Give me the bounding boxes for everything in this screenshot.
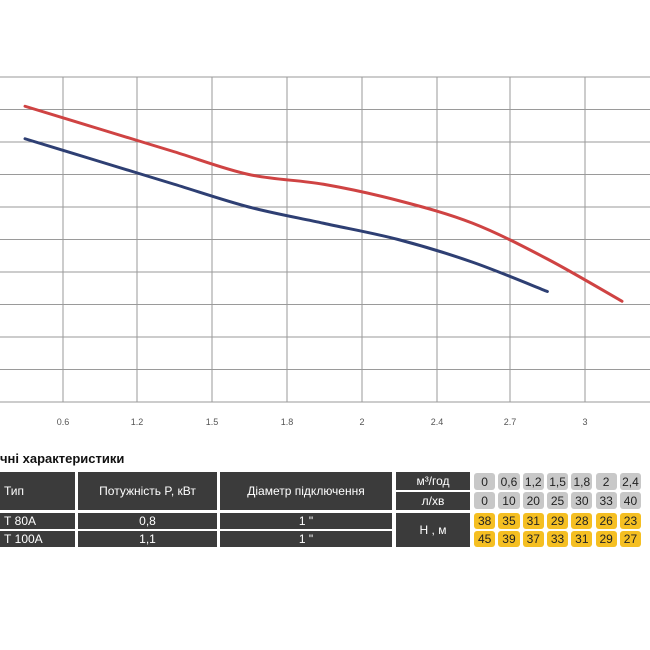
row-2-type: Т 100А — [0, 531, 75, 547]
x-tick-label: 0.6 — [57, 417, 70, 427]
row-2-diameter: 1 " — [220, 531, 392, 547]
row-2-power: 1,1 — [78, 531, 217, 547]
flow-lmin-cell: 33 — [595, 492, 617, 509]
flow-lmin-cell: 30 — [571, 492, 593, 509]
flow-m3h-cell: 1,5 — [546, 473, 569, 490]
head-t100-cell: 39 — [498, 531, 520, 547]
head-t80-cell: 38 — [474, 513, 496, 529]
x-tick-label: 1.5 — [206, 417, 219, 427]
flow-unit-m3h: м³/год — [396, 472, 470, 490]
head-t100-cell: 27 — [619, 531, 642, 547]
head-label: Н , м — [396, 513, 470, 547]
head-t100-cell: 29 — [595, 531, 617, 547]
flow-unit-lmin: л/хв — [396, 492, 470, 510]
header-power: Потужність P, кВт — [78, 472, 217, 510]
x-tick-label: 3 — [582, 417, 587, 427]
chart-curves — [23, 104, 624, 303]
flow-lmin-cell: 0 — [474, 492, 496, 509]
flow-m3h-cell: 1,2 — [522, 473, 544, 490]
flow-m3h-cell: 2,4 — [619, 473, 642, 490]
row-1-power: 0,8 — [78, 513, 217, 529]
performance-chart: 0.6 1.2 1.5 1.8 2 2.4 2.7 3 — [0, 76, 650, 427]
head-t80-cell: 23 — [619, 513, 642, 529]
x-tick-label: 1.2 — [131, 417, 144, 427]
header-diameter: Діаметр підключення — [220, 472, 392, 510]
row-1-type: Т 80А — [0, 513, 75, 529]
x-tick-label: 2 — [359, 417, 364, 427]
flow-m3h-cell: 1,8 — [571, 473, 593, 490]
x-tick-label: 2.4 — [431, 417, 444, 427]
flow-lmin-cell: 25 — [546, 492, 569, 509]
curve-blue — [23, 137, 549, 293]
head-t80-cell: 29 — [546, 513, 569, 529]
head-t80-cell: 35 — [498, 513, 520, 529]
section-title: чні характеристики — [0, 451, 125, 466]
flow-lmin-cell: 40 — [619, 492, 642, 509]
flow-m3h-cell: 0 — [474, 473, 496, 490]
flow-lmin-cell: 10 — [498, 492, 520, 509]
header-type: Тип — [0, 472, 75, 510]
x-tick-label: 2.7 — [504, 417, 517, 427]
x-axis-ticks: 0.6 1.2 1.5 1.8 2 2.4 2.7 3 — [57, 417, 588, 427]
head-t80-cell: 26 — [595, 513, 617, 529]
x-tick-label: 1.8 — [281, 417, 294, 427]
head-t100-cell: 33 — [546, 531, 569, 547]
head-t100-cell: 37 — [522, 531, 544, 547]
head-t80-cell: 28 — [571, 513, 593, 529]
head-t80-cell: 31 — [522, 513, 544, 529]
chart-grid — [0, 76, 650, 403]
curve-red — [23, 104, 624, 303]
head-t100-cell: 31 — [571, 531, 593, 547]
flow-m3h-cell: 2 — [595, 473, 617, 490]
row-1-diameter: 1 " — [220, 513, 392, 529]
head-t100-cell: 45 — [474, 531, 496, 547]
flow-lmin-cell: 20 — [522, 492, 544, 509]
flow-m3h-cell: 0,6 — [498, 473, 520, 490]
